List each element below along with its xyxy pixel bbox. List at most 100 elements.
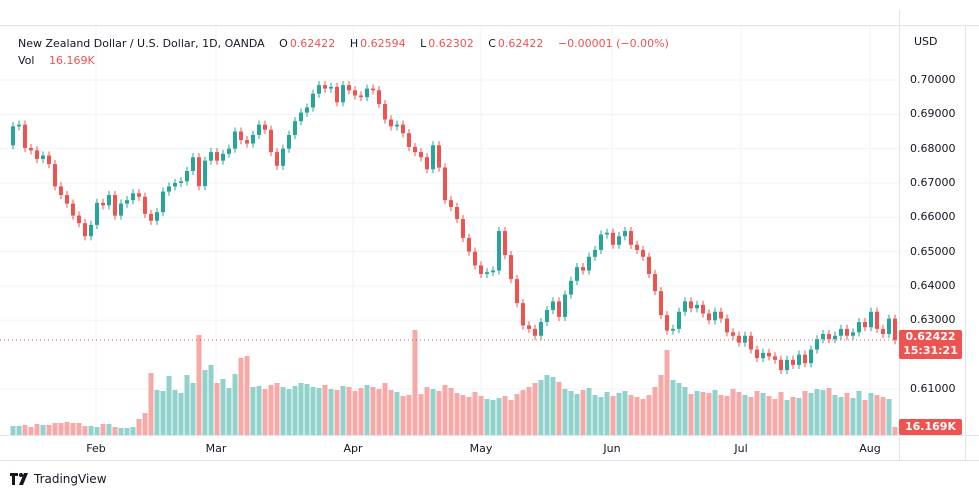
candle-body (491, 270, 495, 273)
candle (773, 352, 777, 364)
candle (845, 324, 849, 340)
candle (689, 297, 693, 313)
candle (191, 153, 195, 176)
candle-body (839, 328, 843, 336)
candle (89, 220, 93, 241)
candle-body (629, 231, 633, 245)
candle (671, 324, 675, 335)
volume-bar (820, 390, 826, 435)
candle-body (857, 322, 861, 333)
volume-bar (508, 400, 514, 435)
volume-bar (622, 391, 628, 435)
candle-body (245, 140, 249, 144)
volume-bar (64, 422, 70, 435)
candle-body (773, 356, 777, 360)
volume-bar (46, 425, 52, 435)
candle (107, 190, 111, 210)
candle-body (275, 152, 279, 166)
candle-body (341, 85, 345, 103)
candle (41, 151, 45, 164)
candle (473, 247, 477, 270)
candle (65, 190, 69, 208)
candle-body (53, 164, 57, 187)
candle (707, 309, 711, 325)
candle-body (221, 153, 225, 161)
candle (839, 324, 843, 340)
candle-body (281, 148, 285, 166)
candle-body (893, 318, 897, 341)
candle (149, 209, 153, 225)
candle-body (95, 202, 99, 225)
candle (47, 151, 51, 169)
candle-body (737, 335, 741, 343)
time-tick-label: Jul (734, 442, 748, 455)
candle (557, 297, 561, 321)
volume-bar (544, 375, 550, 435)
candle (869, 307, 873, 332)
volume-bar (478, 396, 484, 435)
candle-body (83, 223, 87, 237)
tradingview-logo[interactable]: TradingView (10, 472, 107, 486)
volume-bar (454, 393, 460, 435)
candle-body (587, 256, 591, 271)
candle-body (413, 146, 417, 153)
candle-body (137, 193, 141, 197)
volume-bar (472, 392, 478, 435)
candle (515, 274, 519, 308)
volume-bar (550, 377, 556, 435)
volume-bar (532, 383, 538, 435)
volume-bar (646, 395, 652, 435)
candle-body (659, 291, 663, 316)
candle-body (455, 207, 459, 220)
volume-bar (346, 387, 352, 435)
tradingview-brand: TradingView (34, 472, 107, 486)
candle-body (269, 129, 273, 153)
candle (659, 287, 663, 320)
volume-value: 16.169K (48, 54, 95, 67)
candle-body (11, 126, 15, 146)
candle (353, 86, 357, 100)
candle-body (215, 152, 219, 161)
volume-bar (28, 427, 34, 435)
volume-bar (448, 388, 454, 435)
volume-bar (40, 425, 46, 435)
candle-body (155, 212, 159, 221)
close-value: 0.62422 (497, 37, 544, 50)
candle (425, 153, 429, 174)
volume-bar (154, 390, 160, 435)
volume-bar (460, 395, 466, 435)
candle-body (605, 232, 609, 235)
volume-bar (844, 393, 850, 435)
candle-body (287, 134, 291, 149)
candle (209, 147, 213, 165)
candle-body (647, 256, 651, 274)
volume-bar (856, 391, 862, 435)
candle-body (77, 215, 81, 224)
time-tick-label: May (469, 442, 493, 455)
volume-bar (70, 423, 76, 435)
candle-body (335, 86, 339, 103)
volume-bar (388, 390, 394, 435)
candle (197, 153, 201, 191)
candle (713, 307, 717, 325)
candle (611, 228, 615, 249)
candle-body (827, 334, 831, 340)
symbol-title[interactable]: New Zealand Dollar / U.S. Dollar, 1D, OA… (18, 37, 265, 50)
candle-body (143, 196, 147, 214)
candle (53, 159, 57, 191)
volume-bar (700, 392, 706, 435)
candle (221, 149, 225, 165)
volume-bar (598, 397, 604, 435)
candle (23, 120, 27, 153)
candle-body (359, 95, 363, 98)
candle-body (701, 304, 705, 314)
price-tick-label: 0.63000 (910, 313, 956, 327)
volume-bar (172, 390, 178, 435)
volume-bar (280, 387, 286, 435)
currency-label[interactable]: USD (914, 35, 938, 48)
volume-bar (634, 397, 640, 435)
volume-bar (244, 356, 250, 435)
volume-bar (124, 428, 130, 435)
candle (407, 129, 411, 152)
